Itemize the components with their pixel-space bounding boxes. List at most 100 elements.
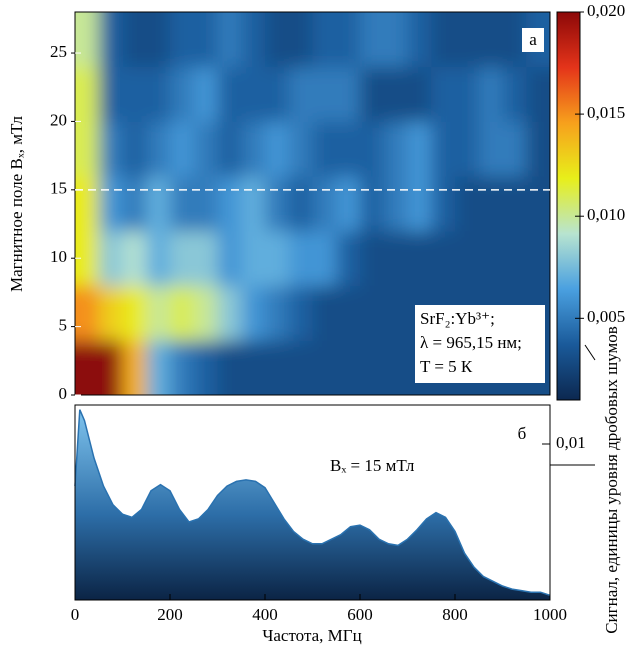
heat-cell — [336, 340, 361, 395]
heat-cell — [336, 12, 361, 68]
annotation-box — [415, 305, 545, 383]
heat-cell — [312, 121, 337, 177]
heat-cell — [526, 121, 550, 177]
y-tick-label: 15 — [50, 179, 67, 198]
heat-cell — [193, 285, 218, 341]
heat-cell — [478, 12, 503, 68]
heat-cell — [383, 12, 408, 68]
x-tick-label: 0 — [71, 605, 80, 624]
heat-cell — [431, 230, 456, 287]
heat-cell — [122, 66, 147, 122]
y-tick-label: 25 — [50, 42, 67, 61]
heat-cell — [288, 12, 313, 68]
heat-cell — [360, 285, 385, 341]
heat-cell — [122, 340, 147, 395]
heat-cell — [431, 176, 456, 232]
heat-cell — [502, 176, 527, 232]
heat-cell — [146, 230, 171, 287]
heat-cell — [312, 176, 337, 232]
heat-cell — [241, 285, 266, 341]
heat-cell — [98, 285, 123, 341]
heat-cell — [407, 121, 432, 177]
heat-cell — [383, 230, 408, 287]
colorbar-tick-label: 0,010 — [587, 205, 625, 224]
heat-cell — [146, 66, 171, 122]
heat-cell — [146, 340, 171, 395]
heat-cell — [146, 121, 171, 177]
plot-frame — [74, 404, 551, 601]
heat-cell — [478, 230, 503, 287]
heat-cell — [241, 121, 266, 177]
heat-cell — [455, 121, 480, 177]
heat-cell — [75, 176, 100, 232]
heat-cell — [98, 66, 123, 122]
connector — [584, 344, 596, 361]
panel-label: б — [518, 424, 527, 443]
heat-cell — [193, 12, 218, 68]
heat-cell — [288, 285, 313, 341]
heat-cell — [502, 66, 527, 122]
heat-cell — [193, 66, 218, 122]
heat-cell — [383, 340, 408, 395]
colorbar — [556, 11, 581, 401]
heat-cell — [431, 121, 456, 177]
heat-cell — [122, 230, 147, 287]
y-tick-label: 20 — [50, 110, 67, 129]
colorbar-tick-label: 0,005 — [587, 307, 625, 326]
heat-cell — [265, 285, 290, 341]
heat-cell — [288, 66, 313, 122]
heat-cell — [265, 12, 290, 68]
heat-cell — [217, 12, 242, 68]
annotation: SrF₂:Yb³⁺; — [420, 309, 495, 328]
heat-cell — [360, 66, 385, 122]
heat-cell — [312, 12, 337, 68]
annotation: Bₓ = 15 мТл — [330, 456, 415, 475]
heat-cell — [122, 12, 147, 68]
colorbar-tick-label: 0,015 — [587, 103, 625, 122]
heat-cell — [217, 230, 242, 287]
heat-cell — [455, 66, 480, 122]
panel-label-box — [522, 28, 544, 52]
heat-cell — [312, 285, 337, 341]
heat-cell — [478, 176, 503, 232]
heat-cell — [193, 230, 218, 287]
heat-cell — [75, 121, 100, 177]
panel-label: а — [529, 30, 537, 49]
heat-cell — [170, 12, 195, 68]
heat-cell — [336, 121, 361, 177]
y-axis-label: Магнитное поле Bₓ, мТл — [7, 115, 26, 292]
heat-cell — [360, 121, 385, 177]
heat-cell — [383, 285, 408, 341]
heat-cell — [360, 12, 385, 68]
heatmap — [75, 12, 550, 395]
heat-cell — [502, 230, 527, 287]
heat-cell — [455, 176, 480, 232]
x-tick-label: 600 — [347, 605, 373, 624]
heat-cell — [75, 12, 100, 68]
heat-cell — [193, 121, 218, 177]
heat-cell — [98, 230, 123, 287]
heat-cell — [170, 176, 195, 232]
annotation: λ = 965,15 нм; — [420, 333, 522, 352]
heat-cell — [170, 285, 195, 341]
heat-cell — [98, 12, 123, 68]
heat-cell — [478, 121, 503, 177]
heat-cell — [360, 230, 385, 287]
area-fill — [75, 409, 550, 600]
heat-cell — [217, 121, 242, 177]
line — [74, 409, 551, 597]
heat-cell — [407, 176, 432, 232]
heat-cell — [360, 340, 385, 395]
heat-cell — [407, 66, 432, 122]
x-tick-label: 400 — [252, 605, 278, 624]
heat-cell — [217, 176, 242, 232]
heat-cell — [170, 121, 195, 177]
heat-cell — [241, 340, 266, 395]
heat-cell — [312, 340, 337, 395]
heat-cell — [336, 176, 361, 232]
heat-cell — [288, 230, 313, 287]
heat-cell — [122, 285, 147, 341]
heat-cell — [241, 12, 266, 68]
heat-cell — [170, 66, 195, 122]
